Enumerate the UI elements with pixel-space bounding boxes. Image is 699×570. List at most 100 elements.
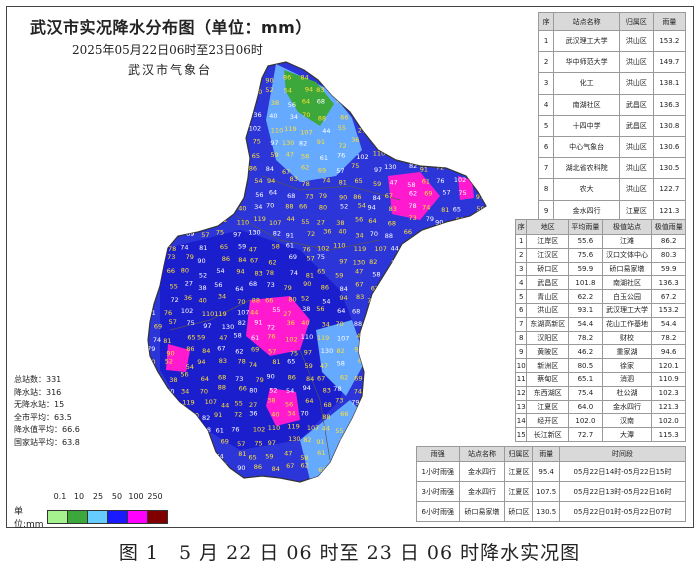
station-value-label: 69 [218,137,226,145]
station-value-label: 34 [389,142,397,150]
station-value-label: 107 [337,335,349,343]
table-cell: 138.1 [652,72,687,95]
legend-ticks: 0.1 10 25 50 100 250 [14,492,194,504]
station-value-label: 34 [355,231,363,239]
station-value-label: 102 [150,97,162,105]
station-value-label: 65 [147,127,155,135]
station-value-label: 58 [337,359,345,367]
station-value-label: 82 [440,72,448,80]
table-cell: 59.9 [568,261,603,277]
station-value-label: 59 [305,362,313,370]
station-value-label: 97 [369,466,377,474]
table-cell: 杜公湖 [601,385,653,401]
station-value-label: 68 [453,335,461,343]
table-row: 3 硚口区 59.9 硚口易家墩 59.9 [514,261,686,277]
station-value-label: 59 [197,334,205,342]
station-value-label: 64 [201,375,209,383]
table-cell: 武汉理工大学 [553,29,621,53]
station-value-label: 73 [409,214,417,222]
table-cell: 107.5 [532,481,561,502]
station-value-label: 83 [219,357,227,365]
station-value-label: 38 [267,397,275,405]
table-header-cell: 序 [537,12,555,31]
station-value-label: 68 [419,422,427,430]
district-boundary [169,175,401,461]
station-value-label: 58 [477,296,485,304]
station-value-label: 83 [356,293,364,301]
station-value-label: 69 [453,402,461,410]
station-value-label: 40 [369,435,377,443]
station-value-label: 94 [305,86,313,94]
station-value-label: 70 [200,387,208,395]
station-value-label: 36 [419,257,427,265]
station-value-label: 76 [371,358,379,366]
station-value-label: 27 [422,246,430,254]
table-cell: 130.8 [652,114,687,137]
table-cell: 洪山区 [619,29,654,53]
map-title: 武汉市实况降水分布图（单位：mm） [30,18,312,37]
station-value-label: 97 [270,139,278,147]
station-value-label: 102 [454,176,466,184]
station-value-label: 91 [452,373,460,381]
station-value-label: 66 [239,384,247,392]
table-cell: 6 [537,135,555,159]
station-value-label: 82 [337,347,345,355]
station-value-label: 67 [184,438,192,446]
station-value-label: 55 [335,427,343,435]
station-value-label: 56 [255,191,263,199]
heavy-rain-zone-east [388,172,440,220]
station-value-label: 57 [335,467,343,475]
station-value-label: 61 [286,241,294,249]
table-cell: 白玉公园 [601,289,653,304]
legend-tick: 0.1 [53,492,67,501]
station-value-label: 83 [316,86,324,94]
station-value-label: 70 [300,410,308,418]
station-value-label: 64 [407,126,415,134]
table-row: 4 武昌区 101.8 南湖社区 136.3 [514,275,686,291]
table-cell: 54.4 [651,316,686,332]
station-value-label: 74 [384,296,392,304]
station-value-label: 78 [441,113,449,121]
station-value-label: 69 [424,190,432,198]
station-value-label: 91 [456,72,464,80]
table-row: 3小时雨强 金水四行 江夏区 107.5 05月22日13时-05月22日16时 [416,481,686,502]
table-cell: 洪山区 [619,135,654,159]
station-value-label: 62 [201,436,209,444]
station-value-label: 55 [232,100,240,108]
station-value-label: 79 [219,461,227,469]
station-value-label: 76 [231,425,239,433]
station-value-label: 61 [453,84,461,92]
station-value-label: 47 [355,267,363,275]
station-value-label: 94 [403,112,411,120]
station-value-label: 40 [271,410,279,418]
station-value-label: 94 [197,358,205,366]
table-header-cell: 站点名称 [553,12,621,31]
station-value-label: 78 [333,385,341,393]
station-value-label: 55 [439,152,447,160]
station-value-label: 61 [458,388,466,396]
station-value-label: 78 [238,357,246,365]
station-value-label: 56 [316,305,324,313]
station-value-label: 81 [371,85,379,93]
station-value-label: 75 [149,409,157,417]
station-value-label: 34 [181,388,189,396]
station-value-label: 97 [233,231,241,239]
station-value-label: 81 [163,337,171,345]
station-value-label: 61 [422,178,430,186]
station-value-label: 84 [475,215,483,223]
station-value-label: 57 [373,73,381,81]
station-value-label: 110 [166,401,178,409]
table-cell: 67.2 [651,289,686,304]
station-value-label: 91 [391,259,399,267]
station-value-label: 52 [435,230,443,238]
station-value-label: 67 [321,73,329,81]
station-value-label: 52 [407,322,415,330]
station-value-label: 82 [474,282,482,290]
station-value-label: 68 [249,280,257,288]
station-value-label: 56 [355,216,363,224]
station-value-label: 64 [166,464,174,472]
station-value-label: 82 [201,115,209,123]
station-value-label: 76 [474,383,482,391]
table-cell: 汉阳区 [526,330,570,346]
